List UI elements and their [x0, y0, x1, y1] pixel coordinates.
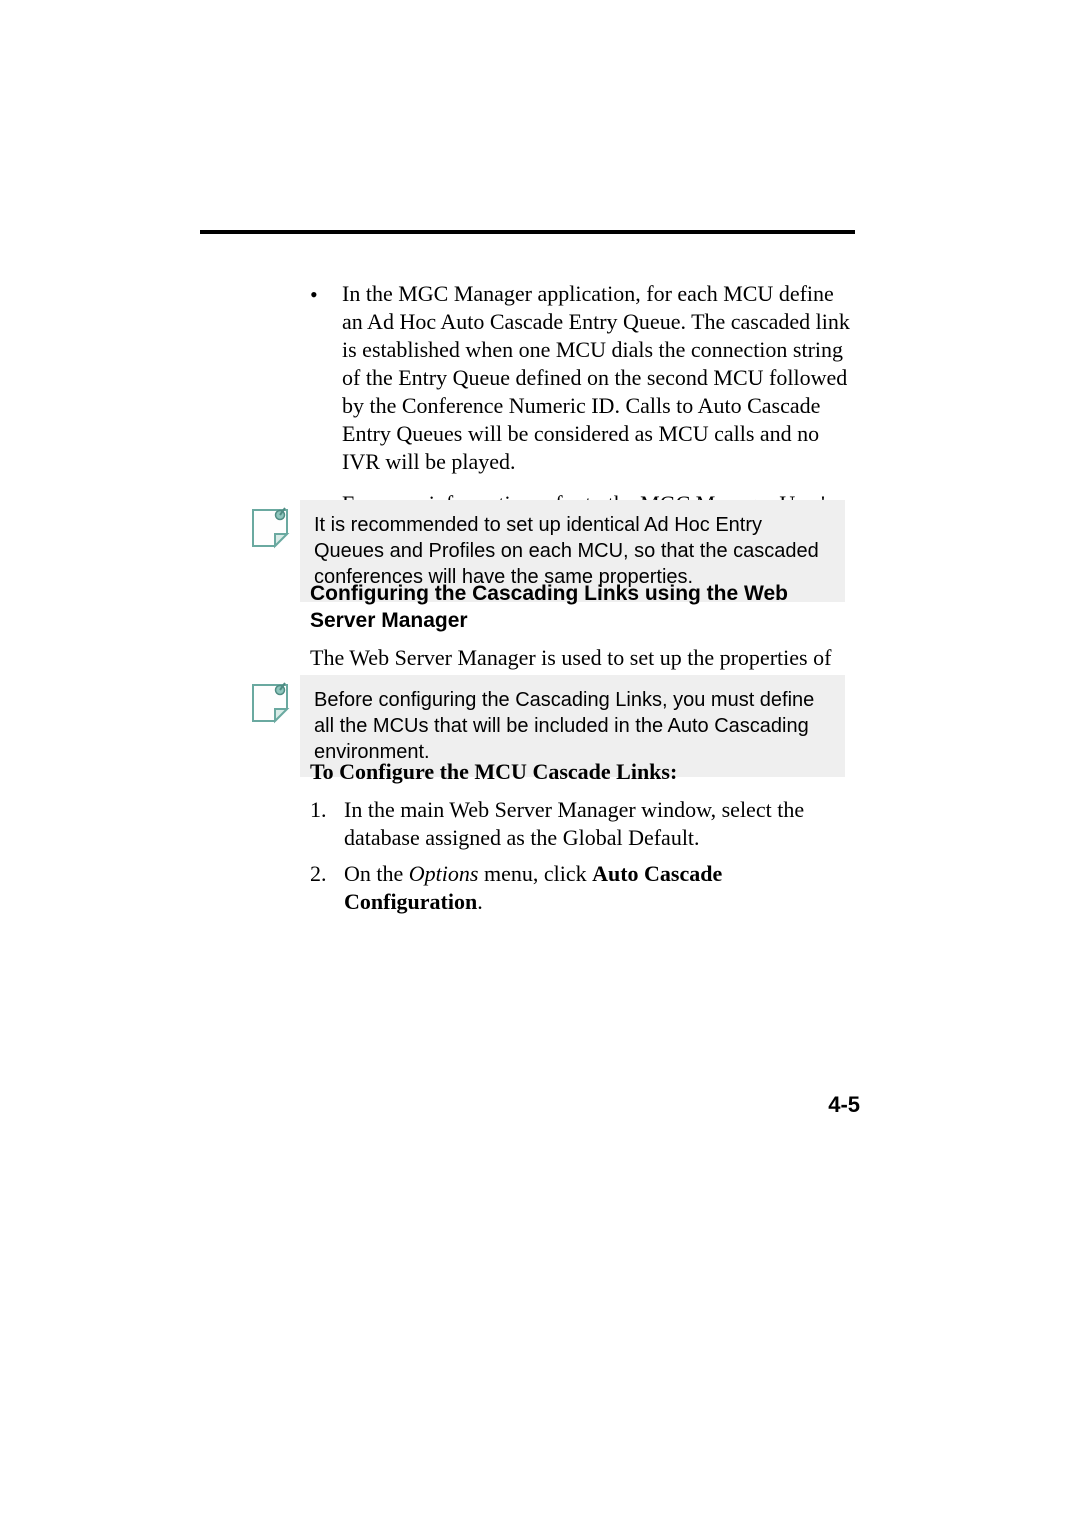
task-block: To Configure the MCU Cascade Links: 1. I…: [310, 758, 855, 924]
sticky-note-icon: [240, 500, 300, 550]
bullet-mark: •: [310, 280, 342, 309]
list-text-suffix: .: [477, 889, 483, 914]
list-text: On the Options menu, click Auto Cascade …: [344, 860, 855, 916]
top-rule: [200, 230, 855, 234]
list-text-italic: Options: [409, 861, 479, 886]
list-text-mid: menu, click: [478, 861, 592, 886]
section-heading: Configuring the Cascading Links using th…: [310, 580, 855, 634]
list-number: 1.: [310, 796, 344, 824]
task-heading: To Configure the MCU Cascade Links:: [310, 758, 855, 786]
page-number: 4-5: [828, 1092, 860, 1118]
list-text-prefix: On the: [344, 861, 409, 886]
bullet-item: • In the MGC Manager application, for ea…: [310, 280, 855, 476]
document-page: • In the MGC Manager application, for ea…: [0, 0, 1080, 1528]
bullet-text: In the MGC Manager application, for each…: [342, 280, 855, 476]
sticky-note-icon: [240, 675, 300, 725]
list-text: In the main Web Server Manager window, s…: [344, 796, 855, 852]
list-item: 1. In the main Web Server Manager window…: [310, 796, 855, 852]
list-item: 2. On the Options menu, click Auto Casca…: [310, 860, 855, 916]
list-number: 2.: [310, 860, 344, 888]
